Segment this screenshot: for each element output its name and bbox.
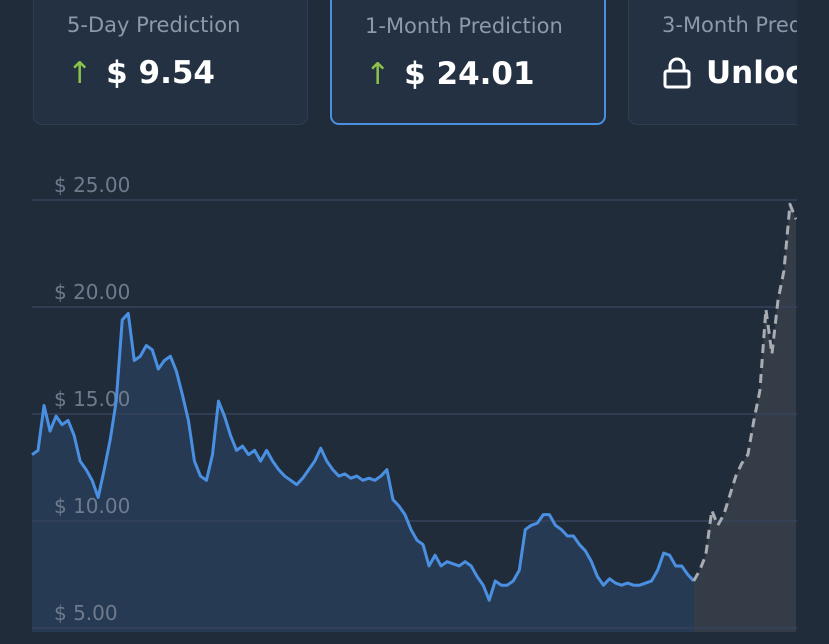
unlock-text: Unlock bbox=[706, 55, 797, 91]
card-label: 1-Month Prediction bbox=[365, 14, 563, 38]
price-line bbox=[31, 311, 695, 602]
card-price: $ 9.54 bbox=[106, 55, 215, 91]
area bbox=[32, 313, 694, 632]
y-tick-label: $ 25.00 bbox=[54, 173, 130, 197]
card-value: Unlock bbox=[662, 55, 797, 91]
forecast-line bbox=[692, 202, 797, 582]
cards-row: 5-Day Prediction ↑ $ 9.54 1-Month Predict… bbox=[33, 0, 797, 125]
lock-icon bbox=[663, 57, 691, 89]
price-chart: $ 25.00$ 20.00$ 15.00$ 10.00$ 5.00 bbox=[31, 173, 797, 632]
card-value: ↑ $ 9.54 bbox=[67, 55, 215, 91]
card-label: 3-Month Prediction bbox=[662, 13, 797, 37]
y-tick-label: $ 10.00 bbox=[54, 494, 130, 518]
up-arrow: ↑ bbox=[67, 55, 93, 91]
prediction-card[interactable]: 1-Month Prediction ↑ $ 24.01 bbox=[330, 0, 606, 125]
prediction-card[interactable]: 3-Month Prediction Unlock bbox=[628, 0, 797, 125]
y-tick-label: $ 20.00 bbox=[54, 280, 130, 304]
card-value: ↑ $ 24.01 bbox=[365, 56, 535, 92]
card-label: 5-Day Prediction bbox=[67, 13, 241, 37]
up-arrow: ↑ bbox=[365, 56, 391, 92]
y-tick-label: $ 5.00 bbox=[54, 601, 118, 625]
prediction-card[interactable]: 5-Day Prediction ↑ $ 9.54 bbox=[33, 0, 308, 125]
card-price: $ 24.01 bbox=[404, 56, 535, 92]
